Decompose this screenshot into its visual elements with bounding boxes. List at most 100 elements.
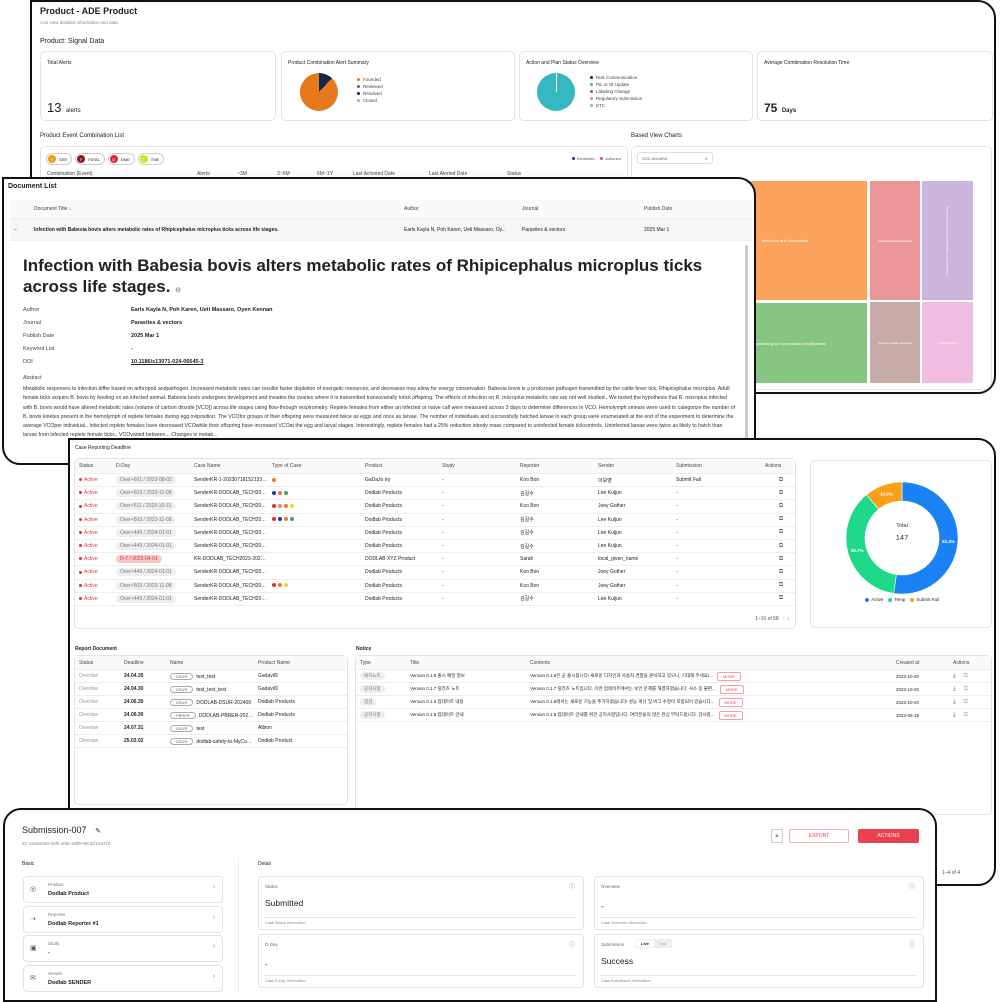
basic-item-study[interactable]: ▣ Study - › (23, 935, 223, 962)
document-row[interactable]: − Infection with Babesia bovis alters me… (10, 219, 752, 241)
download-icon[interactable]: ⤓ (953, 711, 956, 718)
open-external-icon[interactable]: ⧉ (778, 582, 784, 589)
case-row[interactable]: Active Over+503 / 2023-11-08 SenderKR-DODL… (75, 580, 795, 593)
open-external-icon[interactable]: ⧉ (778, 476, 784, 483)
report-row[interactable]: Overdue 24.04.30 DSUR test_test Gadavil9 (75, 670, 347, 683)
info-icon[interactable]: ⓘ (908, 943, 915, 949)
open-external-icon[interactable]: ⧉ (778, 595, 784, 602)
notice-row[interactable]: 공지사항 Version 0.1.5 업데이트 안내 Version 0.1.5 업… (356, 709, 991, 722)
filter-chip-dme[interactable]: D DME (107, 153, 135, 165)
report-name[interactable]: test_test (196, 673, 216, 680)
report-row[interactable]: Overdue 25.03.02 DSUR dodlab-safety-to-MyCo… (75, 735, 347, 748)
column-header[interactable]: Reporter (520, 463, 540, 469)
scrollbar[interactable] (745, 245, 748, 463)
info-icon[interactable]: ⓘ (568, 943, 575, 949)
case-row[interactable]: Active Over+511 / 2023-10-31 SenderKR-DODL… (75, 500, 795, 514)
info-icon[interactable]: ⓘ (908, 885, 915, 891)
report-name[interactable]: DODLAB-PBRER-202409 (198, 712, 254, 719)
case-name[interactable]: SenderKR-DODLAB_TECH2023... (194, 569, 268, 576)
column-header[interactable]: Status (79, 659, 94, 666)
report-row[interactable]: Overdue 24.06.30 DSUR DODLAB-DSUR-202409 Dod… (75, 696, 347, 709)
legend-item[interactable]: Active (865, 597, 883, 602)
case-name[interactable]: KR-DODLAB_TECH2023-20240... (194, 556, 268, 563)
open-external-icon[interactable]: ⧉ (778, 516, 784, 523)
report-row[interactable]: Overdue 24.04.30 DSUR test_test_test Gadavil… (75, 683, 347, 696)
basic-item-reporter[interactable]: ⇢ Reporter Dodlab Reporter #1 › (23, 905, 223, 933)
case-name[interactable]: SenderKR-DODLAB_TECH2023... (194, 582, 268, 589)
notice-title[interactable]: Version 0.1.5 업데이트 안내 (410, 712, 464, 717)
case-row[interactable]: Active Over+503 / 2023-11-08 SenderKR-DODL… (75, 514, 795, 527)
notice-row[interactable]: 공지사항 Version 0.1.7 릴리즈 노트 Version 0.1.7 릴리… (356, 683, 991, 696)
case-name[interactable]: SenderKR-DODLAB_TECH2023... (194, 503, 268, 510)
open-external-icon[interactable]: ⧉ (963, 698, 968, 705)
report-row[interactable]: Overdue 24.07.31 DSUR test Albion (75, 722, 347, 735)
open-external-icon[interactable]: ⧉ (778, 502, 784, 509)
donut-segment-submit-fail[interactable] (866, 481, 903, 510)
column-header[interactable]: Deadline (124, 659, 144, 666)
legend-item[interactable]: Submit Fail (910, 597, 939, 602)
case-row[interactable]: Active Over+601 / 2023-08-02 SenderKR-1-20… (75, 474, 795, 488)
prev-page-button[interactable]: ‹ (782, 616, 785, 622)
column-header[interactable]: D-Day (116, 463, 131, 469)
column-header[interactable]: Name (170, 659, 184, 666)
case-row[interactable]: Active Over+449 / 2024-01-01 SenderKR-DODL… (75, 566, 795, 580)
column-header[interactable]: Case Name (194, 463, 221, 469)
download-icon[interactable]: ⤓ (953, 698, 956, 705)
case-name[interactable]: SenderKR-DODLAB_TECH2023... (194, 516, 268, 523)
report-name[interactable]: test (196, 725, 205, 732)
download-icon[interactable]: ⤓ (953, 672, 956, 679)
actions-button[interactable]: ACTIONS (858, 829, 919, 843)
column-header[interactable]: Document Title ↓ (34, 205, 72, 212)
doi-link[interactable]: 10.1186/s13071-024-06645-3 (131, 359, 204, 365)
open-external-icon[interactable]: ⧉ (778, 568, 784, 575)
notice-title[interactable]: Version 0.1.7 릴리즈 노트 (410, 686, 460, 691)
export-button[interactable]: EXPORT (789, 829, 849, 843)
open-external-icon[interactable]: ⧉ (963, 711, 968, 718)
link-icon[interactable]: ⊖ (175, 287, 182, 294)
open-external-icon[interactable]: ⧉ (778, 529, 784, 536)
column-header[interactable]: Status (79, 463, 94, 469)
filter-chip-ser[interactable]: S SER (46, 153, 73, 165)
open-external-icon[interactable]: ⧉ (778, 489, 784, 496)
open-external-icon[interactable]: ⧉ (778, 542, 784, 549)
column-header[interactable]: Title (410, 659, 420, 666)
treemap-cell[interactable]: Nervous system disorders (869, 301, 921, 384)
notice-title[interactable]: Version 0.1.6 업데이트 내용 (410, 699, 464, 704)
column-header[interactable]: Type (360, 659, 371, 666)
treemap-cell[interactable]: Investigations (921, 301, 974, 384)
notice-row[interactable]: 패치노트 Version 0.1.8 출시 예정 정보 Version 0.1.8은… (356, 670, 991, 683)
next-page-button[interactable]: › (787, 616, 789, 622)
legend-item[interactable]: Temp (888, 597, 905, 602)
open-external-icon[interactable]: ⧉ (778, 555, 784, 562)
case-row[interactable]: Active Over+449 / 2024-01-01 SenderKR-DODL… (75, 540, 795, 554)
case-row[interactable]: Active Over+503 / 2023-11-08 SenderKR-DODL… (75, 487, 795, 501)
column-header[interactable]: Actions (765, 463, 782, 469)
report-name[interactable]: dodlab-safety-to-MyCompany (196, 738, 254, 745)
column-header[interactable]: Product (365, 463, 383, 469)
basic-item-sender[interactable]: ✉ Sender Dodlab SENDER › (23, 964, 223, 992)
filter-chip-fatal[interactable]: F FATAL (75, 153, 105, 165)
case-row[interactable]: Active Over+449 / 2024-01-01 SenderKR-DODL… (75, 593, 795, 606)
notice-row[interactable]: 점검 Version 0.1.6 업데이트 내용 Version 0.1.6에서는 … (356, 696, 991, 709)
column-header[interactable]: Sender (598, 463, 615, 469)
more-button[interactable]: MORE (718, 710, 743, 720)
basic-item-product[interactable]: ◎ Product Dodlab Product › (23, 876, 223, 903)
more-button[interactable]: MORE (718, 697, 743, 707)
case-name[interactable]: SenderKR-1-20230718152133 16 (194, 477, 268, 484)
case-name[interactable]: SenderKR-DODLAB_TECH2023... (194, 595, 268, 602)
column-header[interactable]: Submission (676, 463, 702, 469)
filter-chip-tme[interactable]: T TME (137, 153, 165, 165)
collapse-toggle[interactable]: − (14, 226, 17, 233)
donut-segment-temp[interactable] (845, 494, 897, 594)
open-external-icon[interactable]: ⧉ (963, 672, 968, 679)
more-button[interactable]: MORE (719, 684, 744, 694)
column-header[interactable]: Study (442, 463, 455, 469)
treemap-cell[interactable]: Gastrointestinal disorders (869, 180, 921, 301)
column-header[interactable]: Publish Date (644, 205, 673, 212)
notice-title[interactable]: Version 0.1.8 출시 예정 정보 (410, 673, 465, 678)
more-button[interactable]: MORE (716, 671, 741, 681)
lock-button[interactable]: 🔒︎ (771, 829, 783, 843)
open-external-icon[interactable]: ⧉ (963, 685, 968, 692)
report-name[interactable]: test_test_test (196, 686, 227, 693)
case-name[interactable]: SenderKR-DODLAB_TECH2023... (194, 543, 268, 550)
